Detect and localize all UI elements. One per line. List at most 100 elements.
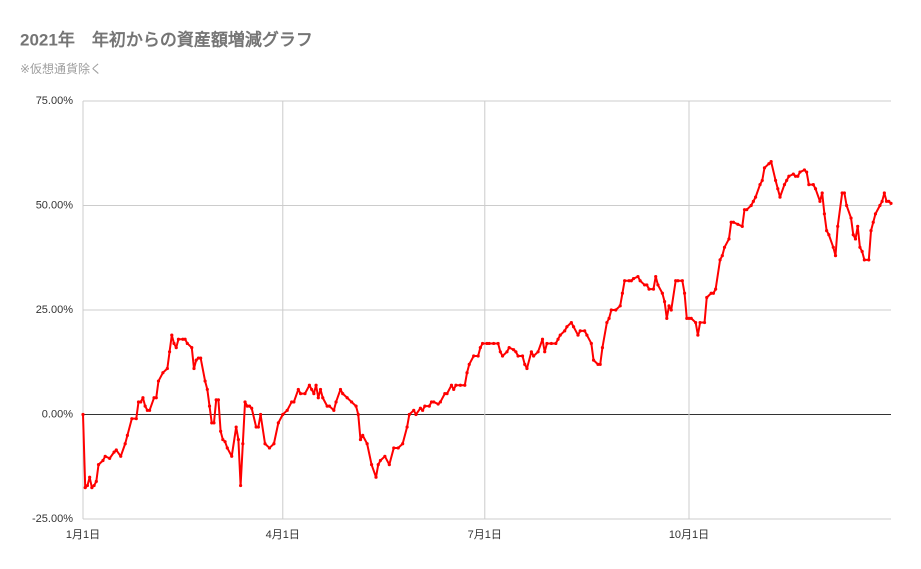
data-point [749, 203, 753, 208]
data-point [718, 258, 722, 262]
data-point [873, 212, 878, 216]
data-point [492, 341, 496, 346]
data-point [190, 346, 194, 350]
data-point [88, 475, 92, 479]
data-point [654, 274, 658, 279]
data-point [776, 187, 780, 191]
data-point [181, 337, 185, 341]
data-point [856, 224, 860, 228]
data-point [600, 346, 605, 350]
data-point [247, 404, 252, 408]
data-point [860, 249, 864, 254]
x-tick-label: 1月1日 [66, 529, 100, 541]
data-point [569, 320, 573, 325]
data-point [205, 387, 209, 392]
data-point [356, 412, 360, 417]
data-point [147, 408, 152, 412]
data-point [714, 287, 718, 291]
data-point [736, 222, 740, 226]
data-point [605, 320, 609, 325]
data-point [345, 396, 349, 400]
data-point [354, 404, 358, 408]
data-point [729, 220, 733, 224]
data-point [785, 178, 789, 183]
data-point [414, 412, 418, 417]
data-point [210, 421, 214, 425]
data-point [627, 279, 631, 283]
data-point [167, 350, 172, 354]
data-point [853, 237, 858, 241]
data-point [825, 228, 829, 233]
data-point [338, 387, 343, 392]
data-point [689, 316, 693, 320]
data-point [139, 400, 143, 404]
data-point [125, 433, 129, 437]
data-point [292, 400, 296, 404]
x-tick-label: 10月1日 [669, 529, 709, 541]
data-point [516, 354, 520, 358]
data-point [556, 337, 560, 341]
data-point [152, 396, 156, 400]
data-point [623, 279, 627, 283]
data-point [849, 216, 853, 220]
data-point [694, 320, 698, 325]
data-point [310, 387, 314, 392]
data-point [887, 199, 891, 203]
data-point [449, 383, 454, 387]
data-point [851, 233, 855, 237]
data-point [589, 341, 593, 346]
data-point [298, 392, 303, 396]
data-point [192, 366, 196, 371]
data-point [845, 203, 849, 208]
data-point [112, 450, 116, 454]
data-point [662, 300, 667, 304]
data-point [225, 446, 229, 450]
data-point [698, 320, 702, 325]
data-point [822, 212, 827, 216]
data-point [629, 279, 633, 283]
data-point [365, 442, 369, 446]
data-point [769, 160, 773, 164]
data-point [114, 448, 118, 452]
data-point [745, 208, 749, 212]
data-point [722, 245, 727, 249]
data-point [614, 308, 618, 312]
data-point [134, 417, 138, 421]
data-point [165, 366, 169, 371]
data-point [325, 404, 329, 408]
data-point [660, 291, 664, 295]
data-point [751, 199, 755, 203]
data-point [341, 392, 345, 396]
data-point [369, 463, 374, 467]
data-point [194, 358, 198, 362]
data-point [543, 350, 547, 354]
data-point [119, 454, 123, 458]
data-point [236, 437, 240, 442]
data-point [643, 283, 647, 287]
data-point [842, 191, 846, 195]
data-point [505, 350, 509, 354]
data-point [245, 404, 249, 408]
data-point [276, 421, 280, 425]
data-point [101, 458, 105, 463]
data-point [452, 387, 456, 392]
data-point [374, 475, 378, 479]
data-point [520, 354, 525, 358]
data-point [773, 178, 778, 183]
data-point [136, 400, 141, 404]
data-point [296, 387, 300, 392]
y-tick-label: -25.00% [32, 513, 73, 525]
data-point [412, 408, 416, 412]
data-point [609, 308, 613, 312]
data-point [811, 183, 815, 187]
data-point [496, 341, 500, 346]
y-tick-label: 25.00% [36, 304, 74, 316]
data-point [805, 170, 809, 174]
data-point [234, 425, 238, 429]
data-point [170, 333, 174, 337]
data-point [742, 208, 747, 212]
data-point [667, 304, 671, 308]
data-point [753, 195, 758, 199]
y-tick-label: 0.00% [42, 408, 73, 420]
data-point [802, 168, 807, 172]
